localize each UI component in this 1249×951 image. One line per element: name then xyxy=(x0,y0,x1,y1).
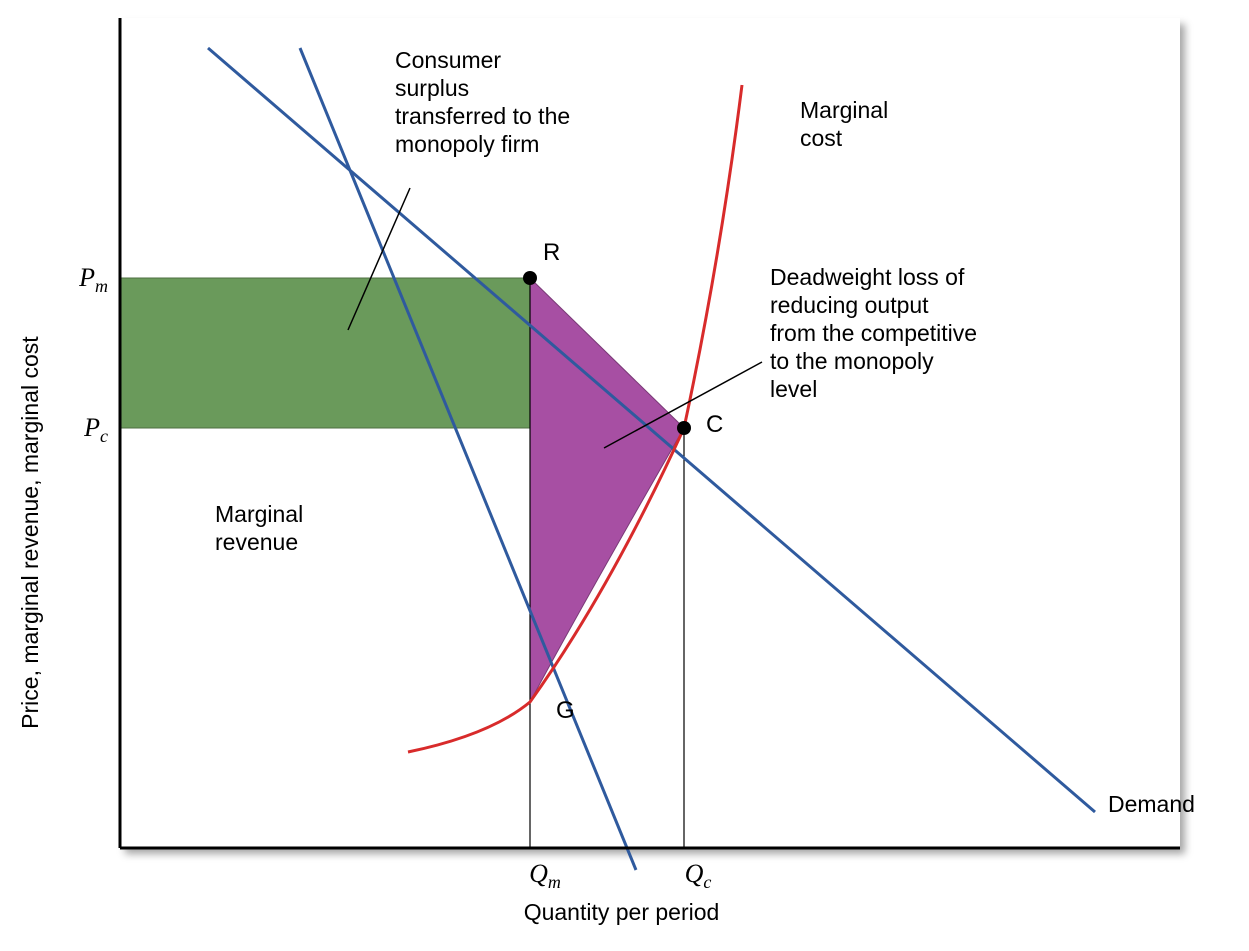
point-r xyxy=(523,271,537,285)
y-axis-label: Price, marginal revenue, marginal cost xyxy=(17,336,43,729)
label-r: R xyxy=(543,239,560,266)
monopoly-deadweight-chart: R C G Demand Marginalcost Marginalrevenu… xyxy=(0,0,1249,951)
xtick-qc: Qc xyxy=(685,859,712,892)
x-axis-label: Quantity per period xyxy=(524,899,720,925)
figure-container: { "chart": { "type": "economics-diagram"… xyxy=(0,0,1249,951)
ytick-pc: Pc xyxy=(83,413,108,446)
demand-label: Demand xyxy=(1108,791,1195,817)
xtick-qm: Qm xyxy=(529,859,561,892)
point-c xyxy=(677,421,691,435)
consumer-surplus-region xyxy=(120,278,530,428)
label-g: G xyxy=(556,697,575,724)
ytick-pm: Pm xyxy=(78,263,108,296)
label-c: C xyxy=(706,411,723,438)
